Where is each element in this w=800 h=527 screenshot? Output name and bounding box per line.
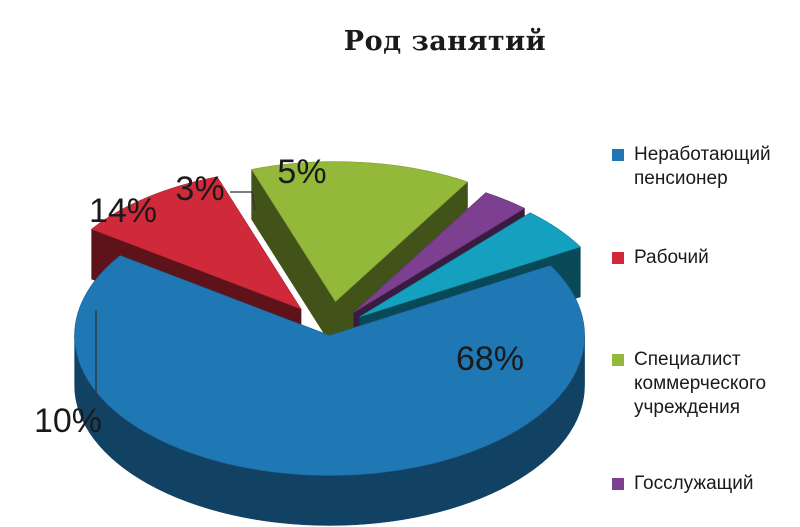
- slice-label: 14%: [89, 192, 157, 230]
- legend-item: Неработающий пенсионер: [612, 144, 771, 189]
- legend-item: Рабочий: [612, 247, 709, 268]
- legend-swatch: [612, 478, 624, 490]
- leader-line: [230, 191, 256, 211]
- slice-label: 10%: [34, 402, 102, 440]
- slices-layer: [74, 161, 585, 526]
- legend-item: Специалист коммерческого учреждения: [612, 349, 766, 418]
- slice-top: [353, 192, 526, 313]
- slice-label: 5%: [277, 153, 326, 191]
- slice-top: [90, 176, 302, 310]
- slice-label: 3%: [175, 170, 224, 208]
- pie-slice: [74, 255, 585, 526]
- slice-top: [359, 212, 581, 318]
- slice-top: [74, 255, 585, 476]
- legend-swatch: [612, 252, 624, 264]
- legend: Неработающий пенсионер Рабочий Специалист ко…: [612, 144, 771, 494]
- leader-lines: [95, 191, 256, 395]
- legend-label: Госслужащий: [634, 473, 754, 494]
- slice-label: 68%: [456, 340, 524, 378]
- legend-label: Специалист: [634, 349, 741, 370]
- slice-labels: 68% 10% 14% 3% 5%: [34, 153, 524, 440]
- legend-item: Госслужащий: [612, 473, 754, 494]
- legend-swatch: [612, 149, 624, 161]
- legend-label: Рабочий: [634, 247, 709, 268]
- chart-title: Род занятий: [343, 26, 547, 57]
- legend-label: учреждения: [634, 397, 740, 418]
- legend-swatch: [612, 354, 624, 366]
- legend-label: Неработающий: [634, 144, 771, 165]
- legend-label: коммерческого: [634, 373, 766, 394]
- legend-label: пенсионер: [634, 168, 728, 189]
- slice-top: [251, 161, 469, 303]
